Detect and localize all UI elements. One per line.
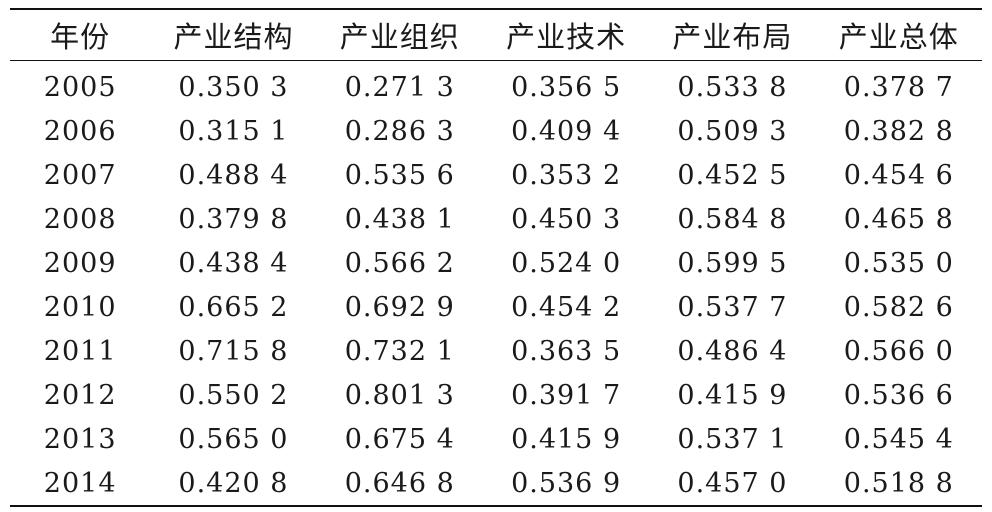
cell-value: 0.524 0	[511, 247, 622, 279]
cell-value: 0.415 9	[677, 379, 788, 411]
cell-value: 0.488 4	[178, 159, 289, 191]
cell-value: 0.545 4	[843, 423, 954, 455]
cell-value: 0.533 8	[677, 71, 788, 103]
table-row: 2006 0.315 1 0.286 3 0.409 4 0.509 3 0.3…	[10, 109, 982, 153]
cell-value: 0.486 4	[677, 335, 788, 367]
cell-value: 0.286 3	[344, 115, 455, 147]
cell-value: 0.537 1	[677, 423, 788, 455]
cell-value: 0.732 1	[344, 335, 455, 367]
cell-value: 0.535 6	[344, 159, 455, 191]
cell-value: 0.382 8	[843, 115, 954, 147]
cell-value: 0.566 0	[843, 335, 954, 367]
table-row: 2008 0.379 8 0.438 1 0.450 3 0.584 8 0.4…	[10, 197, 982, 241]
cell-value: 0.438 1	[344, 203, 455, 235]
cell-value: 0.315 1	[178, 115, 289, 147]
cell-value: 0.509 3	[677, 115, 788, 147]
table-body: 2005 0.350 3 0.271 3 0.356 5 0.533 8 0.3…	[10, 61, 982, 506]
cell-value: 0.350 3	[178, 71, 289, 103]
data-table-container: 年份 产业结构 产业组织 产业技术 产业布局 产业总体 2005 0.350 3…	[10, 8, 982, 507]
cell-value: 0.675 4	[344, 423, 455, 455]
cell-year: 2007	[43, 159, 117, 191]
cell-value: 0.584 8	[677, 203, 788, 235]
cell-value: 0.454 2	[511, 291, 622, 323]
table-row: 2012 0.550 2 0.801 3 0.391 7 0.415 9 0.5…	[10, 373, 982, 417]
table-row: 2013 0.565 0 0.675 4 0.415 9 0.537 1 0.5…	[10, 417, 982, 461]
cell-value: 0.457 0	[677, 467, 788, 499]
cell-value: 0.420 8	[178, 467, 289, 499]
cell-value: 0.715 8	[178, 335, 289, 367]
cell-value: 0.599 5	[677, 247, 788, 279]
cell-value: 0.353 2	[511, 159, 622, 191]
cell-value: 0.801 3	[344, 379, 455, 411]
cell-value: 0.646 8	[344, 467, 455, 499]
industry-index-table: 年份 产业结构 产业组织 产业技术 产业布局 产业总体 2005 0.350 3…	[10, 8, 982, 507]
cell-value: 0.537 7	[677, 291, 788, 323]
header-industry-layout: 产业布局	[672, 20, 793, 54]
cell-value: 0.665 2	[178, 291, 289, 323]
cell-value: 0.582 6	[843, 291, 954, 323]
cell-year: 2005	[43, 71, 117, 103]
header-industry-technology: 产业技术	[506, 20, 627, 54]
cell-value: 0.535 0	[843, 247, 954, 279]
cell-value: 0.379 8	[178, 203, 289, 235]
header-industry-organization: 产业组织	[339, 20, 460, 54]
cell-value: 0.536 9	[511, 467, 622, 499]
cell-value: 0.550 2	[178, 379, 289, 411]
cell-value: 0.415 9	[511, 423, 622, 455]
cell-year: 2008	[43, 203, 117, 235]
table-row: 2010 0.665 2 0.692 9 0.454 2 0.537 7 0.5…	[10, 285, 982, 329]
cell-value: 0.692 9	[344, 291, 455, 323]
header-industry-overall: 产业总体	[838, 20, 959, 54]
cell-value: 0.565 0	[178, 423, 289, 455]
cell-year: 2010	[43, 291, 117, 323]
cell-year: 2012	[43, 379, 117, 411]
header-year: 年份	[50, 20, 111, 54]
cell-value: 0.566 2	[344, 247, 455, 279]
cell-value: 0.518 8	[843, 467, 954, 499]
cell-value: 0.450 3	[511, 203, 622, 235]
cell-value: 0.409 4	[511, 115, 622, 147]
cell-value: 0.454 6	[843, 159, 954, 191]
cell-value: 0.452 5	[677, 159, 788, 191]
cell-value: 0.378 7	[843, 71, 954, 103]
table-header: 年份 产业结构 产业组织 产业技术 产业布局 产业总体	[10, 9, 982, 61]
cell-value: 0.356 5	[511, 71, 622, 103]
cell-year: 2014	[43, 467, 117, 499]
cell-year: 2009	[43, 247, 117, 279]
table-row: 2011 0.715 8 0.732 1 0.363 5 0.486 4 0.5…	[10, 329, 982, 373]
cell-year: 2006	[43, 115, 117, 147]
table-row: 2007 0.488 4 0.535 6 0.353 2 0.452 5 0.4…	[10, 153, 982, 197]
table-row: 2005 0.350 3 0.271 3 0.356 5 0.533 8 0.3…	[10, 61, 982, 110]
cell-value: 0.391 7	[511, 379, 622, 411]
cell-value: 0.363 5	[511, 335, 622, 367]
header-row: 年份 产业结构 产业组织 产业技术 产业布局 产业总体	[10, 9, 982, 61]
cell-value: 0.536 6	[843, 379, 954, 411]
cell-year: 2011	[43, 335, 117, 367]
cell-value: 0.271 3	[344, 71, 455, 103]
header-industry-structure: 产业结构	[173, 20, 294, 54]
table-row: 2014 0.420 8 0.646 8 0.536 9 0.457 0 0.5…	[10, 461, 982, 506]
table-row: 2009 0.438 4 0.566 2 0.524 0 0.599 5 0.5…	[10, 241, 982, 285]
cell-year: 2013	[43, 423, 117, 455]
cell-value: 0.438 4	[178, 247, 289, 279]
cell-value: 0.465 8	[843, 203, 954, 235]
